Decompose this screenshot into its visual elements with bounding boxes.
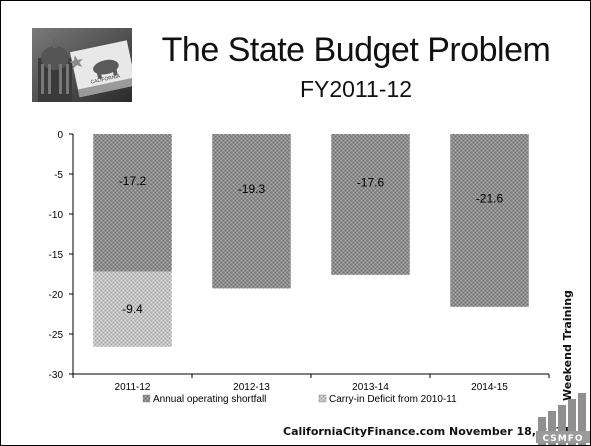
csmfo-logo-text: CSMFO [542,434,583,444]
y-tick-label: 0 [57,130,63,141]
x-tick-label: 2014-15 [471,382,508,393]
x-tick-label: 2012-13 [233,382,270,393]
side-text: Weekend Training [561,290,574,401]
y-tick-label: -30 [49,370,64,381]
bar-operating-shortfall [331,134,410,275]
y-tick-label: -25 [49,330,64,341]
bar-operating-shortfall [450,134,529,307]
bar-data-label: -19.3 [238,182,266,196]
budget-chart: 0 -5 -10 -15 -20 -25 -30 -17.2 -9.4 2011-12 -19.3 2… [49,130,550,405]
y-tick-label: -15 [49,250,64,261]
legend-swatch [318,394,327,403]
legend-label: Carry-in Deficit from 2010-11 [329,394,457,405]
bar-data-label: -17.6 [357,175,385,189]
legend-swatch [142,394,151,403]
page-title: The State Budget Problem [161,31,551,69]
footer-text: CaliforniaCityFinance.com November 18, 2… [283,425,571,438]
bar-operating-shortfall [212,134,291,289]
capitol-dome-icon [38,38,72,102]
x-tick-label: 2013-14 [352,382,389,393]
legend-label: Annual operating shortfall [153,394,266,405]
y-tick-label: -10 [49,210,64,221]
bar-operating-shortfall [93,134,172,272]
y-tick-label: -5 [54,170,63,181]
y-tick-label: -20 [49,290,64,301]
bar-carry-in-deficit [93,271,172,347]
x-tick-label: 2011-12 [115,382,151,393]
csmfo-logo: CSMFO [536,393,590,445]
california-flag-icon: CALIFORNIA [68,40,132,98]
page-subtitle: FY2011-12 [299,76,413,102]
bar-data-label: -17.2 [119,174,147,188]
california-state-image: CALIFORNIA [32,28,132,102]
bar-data-label: -9.4 [122,302,143,316]
bar-data-label: -21.6 [476,191,504,205]
